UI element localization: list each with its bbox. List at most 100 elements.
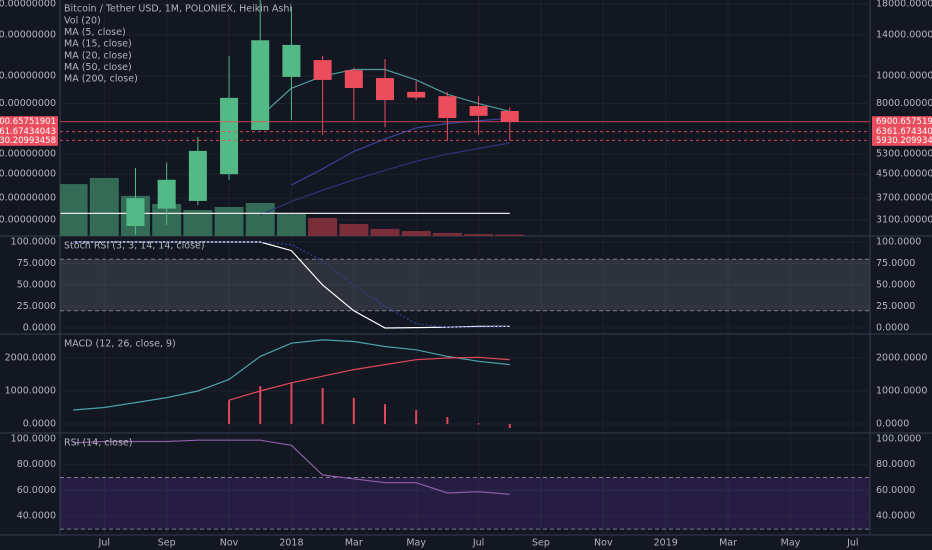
y-tick-label: 2000.0000 bbox=[876, 353, 927, 364]
x-tick-label: Mar bbox=[345, 538, 363, 549]
y-tick-label: 8000.00000000 bbox=[0, 98, 56, 109]
candle-body bbox=[282, 44, 301, 77]
x-tick-label: Mar bbox=[719, 538, 737, 549]
y-tick-label: 10000.00000000 bbox=[0, 71, 56, 82]
x-tick-label: Jul bbox=[98, 538, 110, 549]
pane-title: Bitcoin / Tether USD, 1M, POLONIEX, Heik… bbox=[64, 4, 292, 15]
price-label: 6900.65751901 bbox=[876, 117, 932, 127]
indicator-line bbox=[73, 439, 510, 495]
price-label: 5930.20993458 bbox=[876, 136, 932, 146]
candle-body bbox=[375, 78, 394, 101]
candle-body bbox=[126, 198, 145, 227]
histogram-bar bbox=[321, 388, 324, 425]
histogram-bar bbox=[290, 383, 293, 425]
legend-item: MA (200, close) bbox=[64, 74, 138, 85]
x-tick-label: Jul bbox=[846, 538, 858, 549]
price-label-box bbox=[872, 134, 932, 146]
histogram-bar bbox=[352, 397, 355, 425]
y-tick-label: 0.0000 bbox=[876, 323, 909, 334]
histogram-bar bbox=[446, 417, 449, 425]
candle-body bbox=[220, 97, 239, 175]
histogram-bar bbox=[415, 410, 418, 425]
x-tick-label: May bbox=[406, 538, 426, 549]
y-tick-label: 18000.00000000 bbox=[876, 0, 932, 10]
volume-bar bbox=[370, 228, 400, 236]
x-tick-label: 2019 bbox=[654, 538, 678, 549]
y-tick-label: 18000.00000000 bbox=[0, 0, 56, 10]
histogram-bar bbox=[228, 400, 231, 425]
volume-bar bbox=[495, 234, 525, 236]
indicator-line bbox=[73, 241, 510, 328]
y-tick-label: 100.0000 bbox=[11, 236, 56, 247]
indicator-line bbox=[73, 339, 510, 411]
legend-item: MA (50, close) bbox=[64, 62, 132, 73]
price-label-box bbox=[0, 134, 58, 146]
legend-item: MA (5, close) bbox=[64, 27, 126, 38]
y-tick-label: 0.0000 bbox=[23, 323, 56, 334]
histogram-bar bbox=[477, 423, 480, 425]
y-tick-label: 50.0000 bbox=[876, 280, 915, 291]
y-tick-label: 100.0000 bbox=[11, 433, 56, 444]
candle-body bbox=[188, 150, 207, 201]
volume-bar bbox=[339, 223, 369, 236]
histogram-bar bbox=[508, 424, 511, 428]
y-tick-label: 25.0000 bbox=[876, 301, 915, 312]
y-tick-label: 25.0000 bbox=[17, 301, 56, 312]
price-label: 6361.67434043 bbox=[876, 127, 932, 137]
volume-bar bbox=[464, 234, 494, 236]
candle-body bbox=[313, 60, 332, 80]
candle-body bbox=[500, 111, 519, 122]
y-tick-label: 75.0000 bbox=[876, 258, 915, 269]
volume-bar bbox=[245, 202, 275, 236]
volume-bar bbox=[214, 206, 244, 236]
volume-bar bbox=[308, 218, 338, 236]
y-tick-label: 5300.00000000 bbox=[876, 149, 932, 160]
price-label: 5930.20993458 bbox=[0, 136, 56, 146]
x-tick-label: Nov bbox=[220, 538, 239, 549]
y-tick-label: 0.0000 bbox=[23, 419, 56, 430]
x-tick-label: May bbox=[781, 538, 801, 549]
volume-bar bbox=[276, 214, 306, 236]
candle-body bbox=[438, 96, 457, 119]
price-label-box bbox=[872, 116, 932, 128]
y-tick-label: 5300.00000000 bbox=[0, 149, 56, 160]
band bbox=[60, 477, 870, 530]
y-tick-label: 100.0000 bbox=[876, 433, 921, 444]
y-tick-label: 0.0000 bbox=[876, 419, 909, 430]
y-tick-label: 60.0000 bbox=[17, 485, 56, 496]
y-tick-label: 1000.0000 bbox=[5, 386, 56, 397]
y-tick-label: 14000.00000000 bbox=[876, 29, 932, 40]
price-label-box bbox=[0, 116, 58, 128]
x-tick-label: Nov bbox=[594, 538, 613, 549]
candle-body bbox=[469, 106, 488, 116]
y-tick-label: 10000.00000000 bbox=[876, 71, 932, 82]
candle-body bbox=[157, 179, 176, 209]
candle-body bbox=[407, 91, 426, 98]
x-tick-label: Sep bbox=[158, 538, 176, 549]
y-tick-label: 8000.00000000 bbox=[876, 98, 932, 109]
ma-line bbox=[259, 142, 510, 216]
price-label-box bbox=[0, 126, 58, 138]
y-tick-label: 50.0000 bbox=[17, 280, 56, 291]
pane-title: MACD (12, 26, close, 9) bbox=[64, 339, 176, 350]
indicator-line bbox=[228, 356, 510, 401]
legend-item: MA (20, close) bbox=[64, 50, 132, 61]
price-label: 6361.67434043 bbox=[0, 127, 56, 137]
y-tick-label: 1000.0000 bbox=[876, 386, 927, 397]
y-tick-label: 80.0000 bbox=[876, 459, 915, 470]
y-tick-label: 80.0000 bbox=[17, 459, 56, 470]
y-tick-label: 2000.0000 bbox=[5, 353, 56, 364]
volume-bar bbox=[89, 177, 119, 236]
y-tick-label: 75.0000 bbox=[17, 258, 56, 269]
volume-bar bbox=[183, 210, 213, 236]
volume-bar bbox=[432, 232, 462, 236]
price-label-box bbox=[872, 126, 932, 138]
y-tick-label: 3700.00000000 bbox=[876, 193, 932, 204]
histogram-bar bbox=[383, 404, 386, 425]
ma-line bbox=[291, 117, 510, 186]
volume-bar bbox=[401, 231, 431, 236]
y-tick-label: 4500.00000000 bbox=[876, 169, 932, 180]
y-tick-label: 3100.00000000 bbox=[876, 214, 932, 225]
